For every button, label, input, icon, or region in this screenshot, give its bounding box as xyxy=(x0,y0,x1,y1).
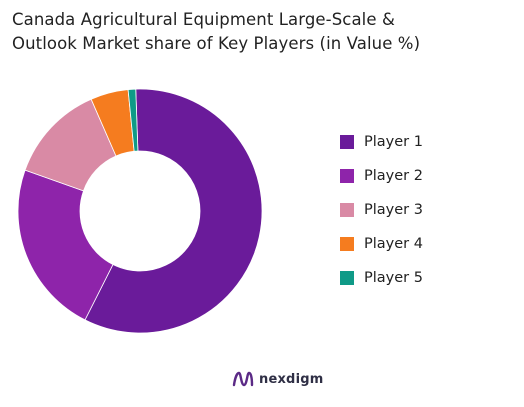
legend-item-player-5: Player 5 xyxy=(340,268,423,288)
legend-label-player-5: Player 5 xyxy=(364,270,423,286)
chart-title-line-2: Outlook Market share of Key Players (in … xyxy=(12,34,421,53)
legend-item-player-3: Player 3 xyxy=(340,200,423,220)
legend-label-player-3: Player 3 xyxy=(364,202,423,218)
legend-swatch-player-2 xyxy=(340,169,354,183)
donut-slice-player-2 xyxy=(17,169,114,321)
legend-label-player-4: Player 4 xyxy=(364,236,423,252)
legend-label-player-2: Player 2 xyxy=(364,168,423,184)
legend-swatch-player-3 xyxy=(340,203,354,217)
legend-swatch-player-1 xyxy=(340,135,354,149)
nexdigm-logo-icon xyxy=(232,371,254,387)
donut-slice-player-5 xyxy=(127,88,139,152)
legend-item-player-1: Player 1 xyxy=(340,132,423,152)
legend-item-player-4: Player 4 xyxy=(340,234,423,254)
chart-title-line-1: Canada Agricultural Equipment Large-Scal… xyxy=(12,10,395,29)
legend-item-player-2: Player 2 xyxy=(340,166,423,186)
donut-slice-player-1 xyxy=(84,88,263,334)
brand-name: nexdigm xyxy=(259,371,324,387)
legend-swatch-player-4 xyxy=(340,237,354,251)
legend-swatch-player-5 xyxy=(340,271,354,285)
chart-title: Canada Agricultural Equipment Large-Scal… xyxy=(12,8,512,56)
brand-logo: nexdigm xyxy=(232,368,323,390)
legend-label-player-1: Player 1 xyxy=(364,134,423,150)
